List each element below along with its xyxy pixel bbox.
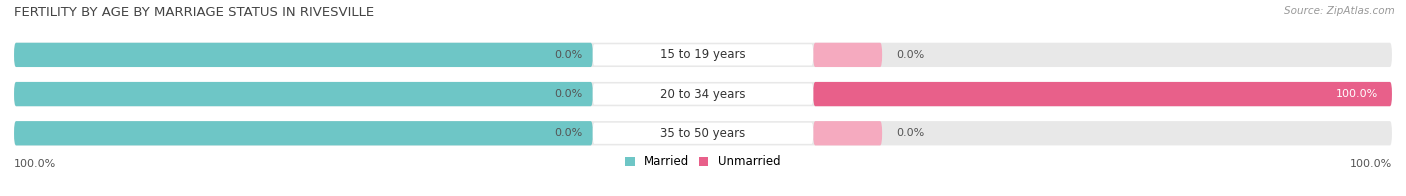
Text: Source: ZipAtlas.com: Source: ZipAtlas.com [1284, 6, 1395, 16]
FancyBboxPatch shape [14, 82, 593, 106]
FancyBboxPatch shape [14, 43, 593, 67]
FancyBboxPatch shape [593, 123, 813, 144]
Text: 0.0%: 0.0% [554, 128, 582, 138]
FancyBboxPatch shape [593, 83, 813, 105]
FancyBboxPatch shape [813, 82, 1392, 106]
Text: 100.0%: 100.0% [1350, 159, 1392, 169]
FancyBboxPatch shape [813, 43, 882, 67]
Text: 0.0%: 0.0% [554, 89, 582, 99]
Text: 20 to 34 years: 20 to 34 years [661, 88, 745, 101]
Text: 35 to 50 years: 35 to 50 years [661, 127, 745, 140]
Text: 0.0%: 0.0% [896, 50, 924, 60]
FancyBboxPatch shape [813, 121, 882, 145]
Text: 0.0%: 0.0% [896, 128, 924, 138]
FancyBboxPatch shape [14, 121, 593, 145]
Text: 100.0%: 100.0% [14, 159, 56, 169]
Text: 15 to 19 years: 15 to 19 years [661, 48, 745, 61]
FancyBboxPatch shape [14, 43, 1392, 67]
FancyBboxPatch shape [14, 121, 1392, 145]
Text: FERTILITY BY AGE BY MARRIAGE STATUS IN RIVESVILLE: FERTILITY BY AGE BY MARRIAGE STATUS IN R… [14, 6, 374, 19]
Text: 0.0%: 0.0% [554, 50, 582, 60]
Legend: Married, Unmarried: Married, Unmarried [620, 150, 786, 173]
FancyBboxPatch shape [593, 44, 813, 65]
Text: 100.0%: 100.0% [1336, 89, 1378, 99]
FancyBboxPatch shape [14, 82, 1392, 106]
